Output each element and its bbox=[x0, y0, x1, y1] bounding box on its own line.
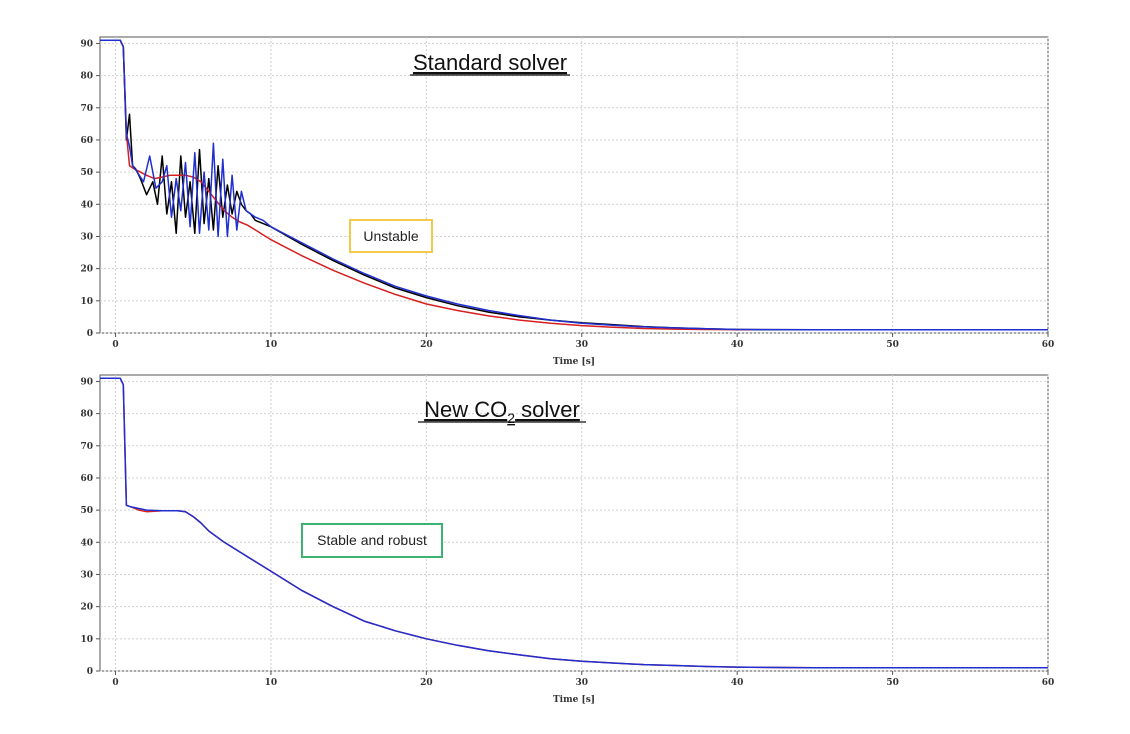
x-axis-label: Time [s] bbox=[553, 357, 595, 367]
x-tick-label: 20 bbox=[420, 678, 433, 688]
x-tick-label: 40 bbox=[731, 340, 744, 350]
y-tick-label: 0 bbox=[87, 667, 93, 677]
y-tick-label: 80 bbox=[80, 410, 93, 420]
y-tick-label: 70 bbox=[80, 104, 93, 114]
y-tick-label: 30 bbox=[80, 232, 93, 242]
x-tick-label: 60 bbox=[1042, 678, 1055, 688]
x-tick-label: 50 bbox=[886, 340, 899, 350]
x-tick-label: 0 bbox=[112, 340, 118, 350]
chart-title: New CO2 solver bbox=[424, 397, 580, 426]
series-line-2 bbox=[100, 377, 1048, 669]
x-tick-label: 40 bbox=[731, 678, 744, 688]
y-tick-label: 60 bbox=[80, 474, 93, 484]
x-tick-label: 20 bbox=[420, 340, 433, 350]
annotation-label: Stable and robust bbox=[317, 532, 427, 548]
y-tick-label: 40 bbox=[80, 200, 93, 210]
x-tick-label: 30 bbox=[576, 678, 589, 688]
y-tick-label: 0 bbox=[87, 329, 93, 339]
x-axis-label: Time [s] bbox=[553, 695, 595, 705]
x-tick-label: 10 bbox=[265, 340, 278, 350]
series-line-3 bbox=[100, 39, 1048, 331]
annotation-box bbox=[349, 219, 433, 253]
x-tick-label: 0 bbox=[112, 678, 118, 688]
y-tick-label: 60 bbox=[80, 136, 93, 146]
chart-title: Standard solver bbox=[413, 50, 567, 75]
y-tick-label: 50 bbox=[80, 506, 93, 516]
annotation-box bbox=[301, 523, 443, 558]
y-tick-label: 20 bbox=[80, 603, 93, 613]
x-tick-label: 30 bbox=[576, 340, 589, 350]
y-tick-label: 50 bbox=[80, 168, 93, 178]
y-tick-label: 90 bbox=[80, 39, 93, 49]
chart-panel-1: 0 10 20 30 40 50 60 70 80 90 0 10 20 30 40 50 60 Time [s]… bbox=[80, 36, 1055, 367]
y-tick-label: 90 bbox=[80, 377, 93, 387]
y-tick-label: 10 bbox=[80, 635, 93, 645]
y-tick-label: 40 bbox=[80, 538, 93, 548]
plot-area bbox=[99, 374, 1049, 672]
x-tick-label: 60 bbox=[1042, 340, 1055, 350]
chart-panel-2: 0 10 20 30 40 50 60 70 80 90 0 10 20 30 40 50 60 Time [s]… bbox=[80, 374, 1055, 705]
y-tick-label: 70 bbox=[80, 442, 93, 452]
y-tick-label: 20 bbox=[80, 265, 93, 275]
x-tick-label: 10 bbox=[265, 678, 278, 688]
y-tick-label: 30 bbox=[80, 570, 93, 580]
plot-area bbox=[99, 36, 1049, 334]
y-tick-label: 80 bbox=[80, 72, 93, 82]
annotation-label: Unstable bbox=[363, 228, 418, 244]
x-tick-label: 50 bbox=[886, 678, 899, 688]
y-tick-label: 10 bbox=[80, 297, 93, 307]
